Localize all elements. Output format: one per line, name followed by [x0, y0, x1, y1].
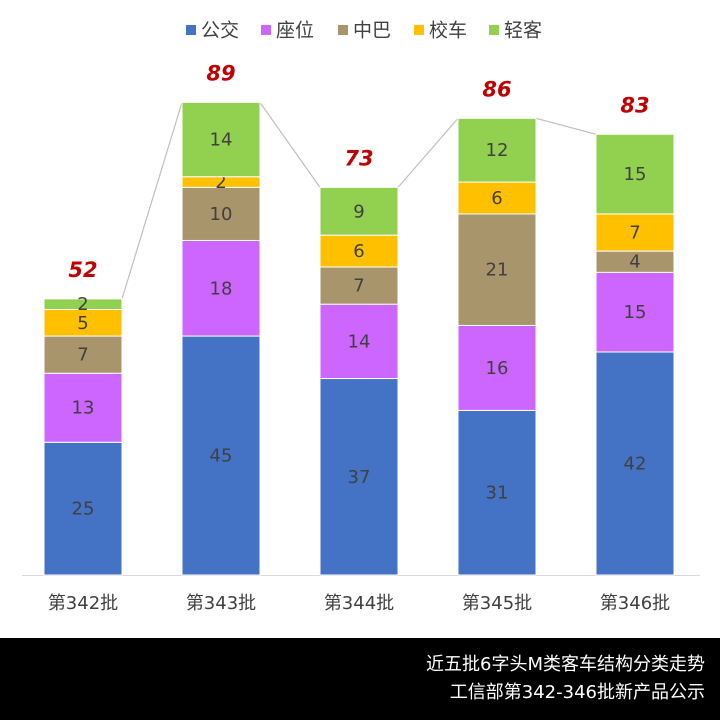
legend-label: 公交 — [201, 20, 239, 42]
segment-label: 4 — [629, 252, 640, 273]
bar-segment — [181, 335, 261, 576]
trend-line — [121, 102, 183, 300]
total-label: 73 — [344, 146, 373, 170]
x-tick-label: 第344批 — [324, 593, 394, 614]
segment-label: 6 — [491, 188, 502, 209]
legend-label: 校车 — [429, 20, 467, 42]
segment-label: 15 — [624, 302, 647, 323]
bar-segment — [457, 409, 537, 576]
legend-label: 轻客 — [504, 20, 542, 42]
bar-segment — [319, 266, 399, 305]
bar-segment — [595, 351, 675, 576]
segment-label: 7 — [77, 345, 88, 366]
segment-label: 10 — [210, 204, 233, 225]
segment-label: 16 — [486, 358, 509, 379]
segment-label: 21 — [486, 260, 509, 281]
segment-label: 7 — [353, 276, 364, 297]
footer-line: 工信部第342-346批新产品公示 — [450, 682, 705, 703]
bar-segment — [43, 298, 123, 311]
trend-line — [259, 102, 321, 188]
x-tick-label: 第342批 — [48, 593, 118, 614]
legend-swatch — [261, 25, 271, 35]
segment-label: 9 — [353, 201, 364, 222]
bar-segment — [319, 303, 399, 380]
bar-segment — [457, 213, 537, 326]
segment-label: 7 — [629, 223, 640, 244]
bar-segment — [457, 117, 537, 183]
bar-segment — [319, 186, 399, 236]
trend-line — [535, 117, 597, 135]
footer-band — [0, 638, 720, 720]
legend-swatch — [338, 25, 348, 35]
total-label: 52 — [68, 258, 97, 282]
bar-segment — [43, 372, 123, 443]
segment-label: 12 — [486, 140, 509, 161]
trend-line — [397, 117, 459, 188]
bar-segment — [457, 324, 537, 411]
segment-label: 45 — [210, 446, 233, 467]
bar-segment — [595, 271, 675, 353]
legend-swatch — [489, 25, 499, 35]
legend-swatch — [414, 25, 424, 35]
segment-label: 5 — [77, 313, 88, 334]
segment-label: 37 — [348, 467, 371, 488]
bar-segment — [43, 309, 123, 337]
segment-label: 2 — [215, 172, 226, 193]
bar-segment — [319, 378, 399, 576]
segment-label: 25 — [72, 499, 95, 520]
bar-segment — [43, 441, 123, 576]
x-tick-label: 第345批 — [462, 593, 532, 614]
segment-label: 14 — [348, 331, 371, 352]
segment-label: 42 — [624, 453, 647, 474]
segment-label: 13 — [72, 398, 95, 419]
segment-label: 6 — [353, 241, 364, 262]
total-label: 83 — [620, 93, 649, 117]
bar-segment — [181, 186, 261, 241]
segment-label: 14 — [210, 130, 233, 151]
footer-line: 近五批6字头M类客车结构分类走势 — [426, 654, 705, 675]
bar-segment — [595, 133, 675, 215]
bar-segment — [181, 239, 261, 337]
bar-segment — [181, 101, 261, 178]
legend-swatch — [186, 25, 196, 35]
segment-label: 31 — [486, 483, 509, 504]
segment-label: 18 — [210, 278, 233, 299]
x-tick-label: 第343批 — [186, 593, 256, 614]
segment-label: 2 — [77, 294, 88, 315]
bar-segment — [457, 181, 537, 215]
total-label: 86 — [482, 77, 511, 101]
legend-label: 中巴 — [353, 20, 391, 42]
x-tick-label: 第346批 — [600, 593, 670, 614]
total-label: 89 — [206, 61, 235, 85]
legend-label: 座位 — [276, 20, 314, 42]
segment-label: 15 — [624, 164, 647, 185]
